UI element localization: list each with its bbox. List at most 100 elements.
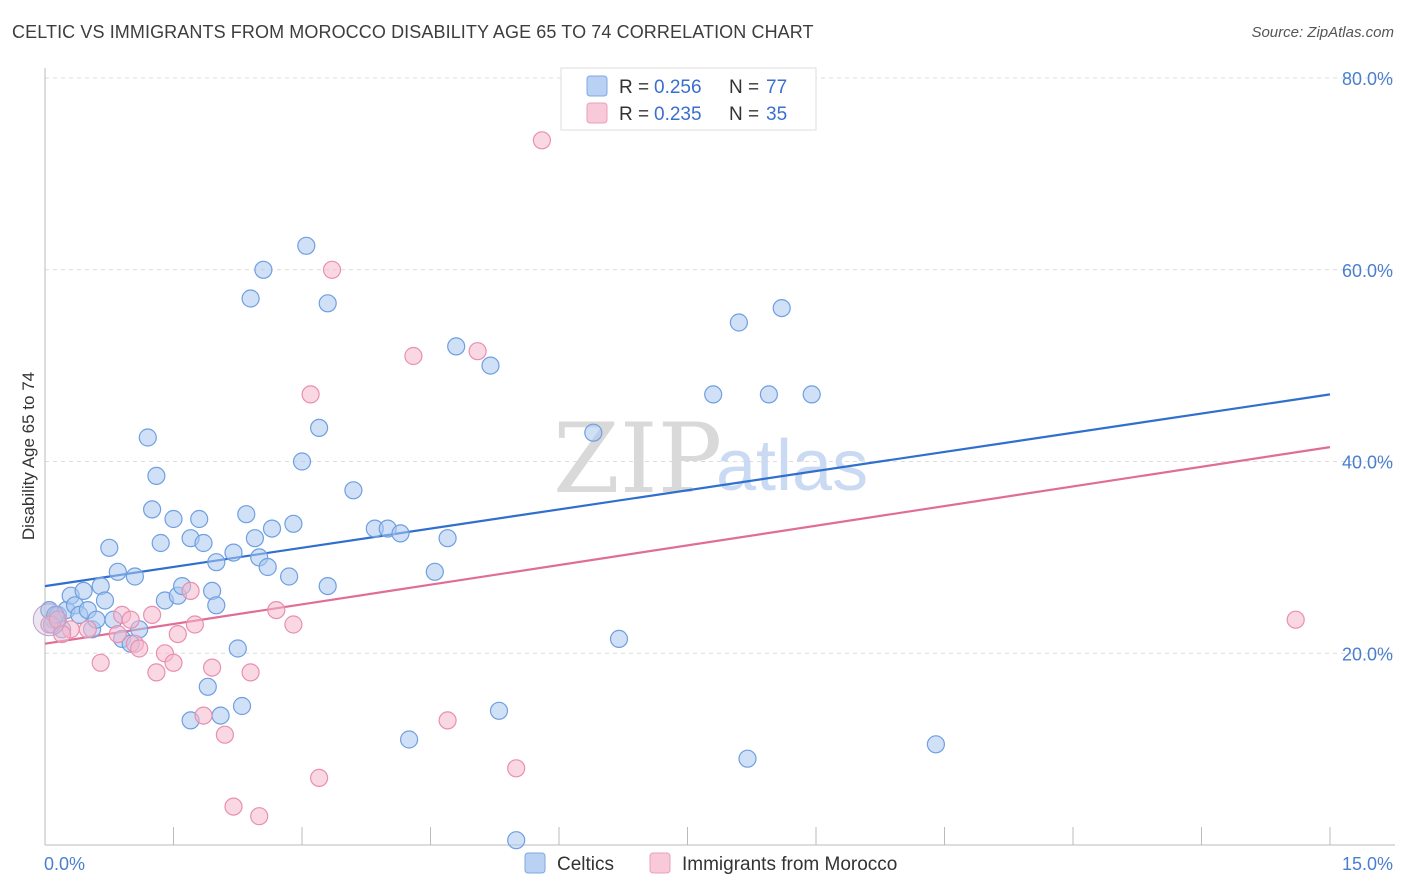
point-celtics	[318, 294, 337, 313]
point-morocco	[267, 600, 286, 620]
point-celtics	[190, 509, 209, 529]
point-celtics	[284, 514, 303, 533]
point-celtics	[481, 356, 500, 375]
y-tick-label: 20.0%	[1342, 644, 1393, 664]
legend-bottom-label-morocco: Immigrants from Morocco	[682, 854, 897, 875]
point-celtics	[245, 529, 264, 548]
point-celtics	[297, 236, 316, 255]
point-morocco	[185, 615, 204, 634]
legend-bottom: Celtics Immigrants from Morocco	[524, 852, 897, 875]
point-celtics	[254, 260, 273, 279]
legend-r-value: 0.256	[654, 77, 702, 98]
legend-n-label: N =	[729, 77, 764, 98]
point-celtics	[207, 553, 226, 572]
point-celtics	[772, 299, 791, 318]
point-morocco	[108, 624, 127, 644]
point-morocco	[143, 605, 162, 625]
point-celtics	[704, 385, 723, 404]
point-celtics	[147, 466, 166, 485]
point-celtics	[228, 639, 247, 658]
point-celtics	[237, 505, 256, 524]
point-cluster	[32, 603, 66, 637]
point-celtics	[151, 533, 170, 553]
legend-n-value: 35	[766, 104, 787, 125]
point-celtics	[262, 519, 282, 538]
point-celtics	[425, 562, 444, 581]
point-celtics	[164, 509, 183, 529]
point-celtics	[207, 596, 226, 615]
chart-source: Source: ZipAtlas.com	[1251, 24, 1394, 41]
point-celtics	[224, 543, 243, 562]
legend-n-value: 77	[766, 77, 787, 98]
point-morocco	[91, 653, 110, 672]
point-celtics	[447, 337, 466, 356]
legend-r-label: R =	[619, 77, 654, 98]
point-celtics	[438, 529, 457, 548]
points	[32, 131, 1305, 850]
point-morocco	[130, 639, 149, 658]
legend-bottom-swatch-celtics	[524, 852, 546, 874]
point-morocco	[322, 260, 342, 279]
legend-n-label: N =	[729, 104, 764, 125]
legend-swatch-morocco	[586, 102, 608, 124]
axes	[44, 68, 1395, 846]
point-celtics	[584, 423, 603, 442]
point-celtics	[108, 562, 127, 581]
point-morocco	[532, 131, 552, 150]
point-morocco	[78, 620, 97, 639]
gridlines	[45, 77, 1395, 654]
point-celtics	[280, 567, 299, 586]
point-celtics	[258, 557, 277, 577]
point-morocco	[203, 658, 222, 677]
x-tick-label: 15.0%	[1342, 854, 1393, 874]
point-celtics	[292, 452, 312, 471]
point-morocco	[250, 807, 269, 826]
point-morocco	[438, 711, 457, 730]
point-celtics	[759, 385, 779, 404]
point-celtics	[926, 735, 946, 754]
point-morocco	[164, 653, 183, 672]
point-morocco	[147, 663, 166, 682]
y-axis-label: Disability Age 65 to 74	[19, 372, 38, 540]
point-celtics	[344, 481, 363, 500]
chart-title: CELTIC VS IMMIGRANTS FROM MOROCCO DISABI…	[12, 22, 814, 42]
point-celtics	[609, 629, 629, 649]
legend-bottom-label-celtics: Celtics	[557, 854, 614, 875]
x-tick-labels: 0.0% 15.0%	[44, 854, 1393, 874]
point-celtics	[400, 730, 419, 749]
point-morocco	[224, 797, 243, 816]
point-celtics	[232, 696, 252, 716]
point-celtics	[738, 749, 757, 768]
point-celtics	[143, 500, 162, 519]
legend-bottom-swatch-morocco	[649, 852, 671, 874]
point-morocco	[215, 725, 234, 744]
point-celtics	[318, 576, 337, 596]
point-morocco	[507, 759, 526, 778]
point-morocco	[284, 615, 303, 634]
point-celtics	[489, 701, 509, 720]
x-tick-label: 0.0%	[44, 854, 85, 874]
point-celtics	[507, 831, 526, 850]
point-celtics	[194, 533, 213, 553]
legend-swatch-celtics	[586, 75, 608, 97]
point-morocco	[241, 663, 260, 682]
watermark-zip: ZIP	[553, 403, 722, 515]
trendline-morocco	[44, 446, 1331, 645]
y-tick-labels: 20.0% 40.0% 60.0% 80.0%	[1342, 69, 1393, 664]
y-tick-label: 40.0%	[1342, 453, 1393, 473]
point-celtics	[310, 418, 329, 437]
legend-top: R = 0.256 N = 77 R = 0.235 N = 35	[560, 67, 817, 131]
point-morocco	[121, 610, 140, 629]
point-celtics	[95, 591, 115, 610]
point-morocco	[404, 346, 423, 366]
point-celtics	[241, 289, 260, 308]
point-morocco	[468, 342, 487, 361]
point-celtics	[74, 581, 93, 601]
point-celtics	[391, 524, 410, 543]
y-tick-label: 80.0%	[1342, 69, 1393, 89]
point-morocco	[181, 581, 200, 601]
point-celtics	[198, 677, 217, 696]
